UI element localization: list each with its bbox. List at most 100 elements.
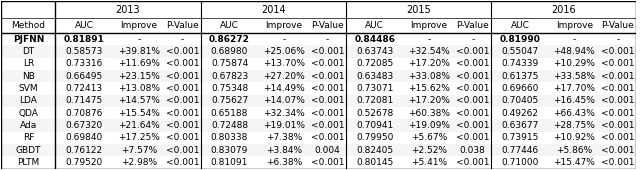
Text: 0.72081: 0.72081 xyxy=(356,96,394,105)
Text: +25.06%: +25.06% xyxy=(263,47,305,56)
Text: <0.001: <0.001 xyxy=(601,47,635,56)
Text: +7.38%: +7.38% xyxy=(266,133,302,142)
Text: +13.08%: +13.08% xyxy=(118,84,160,93)
Text: 0.52678: 0.52678 xyxy=(356,109,394,118)
Bar xyxy=(1,156,636,169)
Text: 0.67823: 0.67823 xyxy=(211,72,248,81)
Text: 0.82405: 0.82405 xyxy=(356,146,394,155)
Text: 0.76122: 0.76122 xyxy=(66,146,103,155)
Text: NB: NB xyxy=(22,72,35,81)
Text: 0.66495: 0.66495 xyxy=(66,72,103,81)
Text: 0.81091: 0.81091 xyxy=(211,158,248,167)
Text: <0.001: <0.001 xyxy=(456,84,490,93)
Text: +10.92%: +10.92% xyxy=(554,133,595,142)
Text: 0.79950: 0.79950 xyxy=(356,133,394,142)
Text: DT: DT xyxy=(22,47,35,56)
Text: +5.67%: +5.67% xyxy=(411,133,447,142)
Bar xyxy=(1,45,636,58)
Text: 0.61375: 0.61375 xyxy=(501,72,539,81)
Text: 0.74339: 0.74339 xyxy=(501,59,538,69)
Text: 0.84486: 0.84486 xyxy=(354,35,396,44)
Text: 0.73071: 0.73071 xyxy=(356,84,394,93)
Text: <0.001: <0.001 xyxy=(311,47,344,56)
Text: +2.98%: +2.98% xyxy=(121,158,157,167)
Text: +19.01%: +19.01% xyxy=(263,121,305,130)
Text: +33.08%: +33.08% xyxy=(408,72,450,81)
Text: 0.83079: 0.83079 xyxy=(211,146,248,155)
Text: SVM: SVM xyxy=(19,84,38,93)
Text: LDA: LDA xyxy=(19,96,37,105)
Text: AUC: AUC xyxy=(75,21,94,30)
Text: <0.001: <0.001 xyxy=(166,84,199,93)
Text: PJFNN: PJFNN xyxy=(13,35,44,44)
Text: P-Value: P-Value xyxy=(456,21,489,30)
Text: <0.001: <0.001 xyxy=(601,59,635,69)
Text: <0.001: <0.001 xyxy=(456,158,490,167)
Text: +60.38%: +60.38% xyxy=(408,109,450,118)
Text: <0.001: <0.001 xyxy=(166,72,199,81)
Text: Improve: Improve xyxy=(556,21,593,30)
Text: +19.09%: +19.09% xyxy=(408,121,450,130)
Text: -: - xyxy=(428,35,431,44)
Text: <0.001: <0.001 xyxy=(456,47,490,56)
Text: <0.001: <0.001 xyxy=(166,96,199,105)
Text: +16.45%: +16.45% xyxy=(554,96,595,105)
Text: <0.001: <0.001 xyxy=(166,133,199,142)
Text: 0.81891: 0.81891 xyxy=(64,35,105,44)
Text: <0.001: <0.001 xyxy=(311,158,344,167)
Text: 0.73915: 0.73915 xyxy=(501,133,539,142)
Text: <0.001: <0.001 xyxy=(601,121,635,130)
Text: <0.001: <0.001 xyxy=(601,146,635,155)
Text: <0.001: <0.001 xyxy=(311,84,344,93)
Text: RF: RF xyxy=(22,133,34,142)
Bar xyxy=(1,95,636,107)
Text: <0.001: <0.001 xyxy=(601,109,635,118)
Text: <0.001: <0.001 xyxy=(456,96,490,105)
Text: 0.004: 0.004 xyxy=(315,146,340,155)
Text: 0.75627: 0.75627 xyxy=(211,96,248,105)
Text: +17.20%: +17.20% xyxy=(408,96,450,105)
Text: -: - xyxy=(573,35,576,44)
Text: <0.001: <0.001 xyxy=(456,109,490,118)
Bar xyxy=(1,33,636,45)
Text: 2013: 2013 xyxy=(116,5,140,15)
Text: +32.54%: +32.54% xyxy=(408,47,450,56)
Text: <0.001: <0.001 xyxy=(601,96,635,105)
Text: AUC: AUC xyxy=(365,21,384,30)
Text: <0.001: <0.001 xyxy=(311,109,344,118)
Text: Method: Method xyxy=(12,21,45,30)
Text: +48.94%: +48.94% xyxy=(554,47,595,56)
Text: 0.70941: 0.70941 xyxy=(356,121,394,130)
Text: +32.34%: +32.34% xyxy=(263,109,305,118)
Text: -: - xyxy=(282,35,285,44)
Text: 0.69660: 0.69660 xyxy=(501,84,539,93)
Text: +17.70%: +17.70% xyxy=(554,84,595,93)
Text: <0.001: <0.001 xyxy=(456,72,490,81)
Text: 0.72488: 0.72488 xyxy=(211,121,248,130)
Text: 0.63677: 0.63677 xyxy=(501,121,539,130)
Bar xyxy=(1,82,636,95)
Text: P-Value: P-Value xyxy=(311,21,344,30)
Text: <0.001: <0.001 xyxy=(166,59,199,69)
Text: +27.20%: +27.20% xyxy=(263,72,305,81)
Text: 0.68980: 0.68980 xyxy=(211,47,248,56)
Text: 0.73316: 0.73316 xyxy=(66,59,103,69)
Text: <0.001: <0.001 xyxy=(311,72,344,81)
Text: <0.001: <0.001 xyxy=(601,72,635,81)
Text: 0.72085: 0.72085 xyxy=(356,59,394,69)
Text: 2014: 2014 xyxy=(260,5,285,15)
Text: 0.75348: 0.75348 xyxy=(211,84,248,93)
Text: 0.72413: 0.72413 xyxy=(66,84,103,93)
Text: <0.001: <0.001 xyxy=(456,59,490,69)
Text: <0.001: <0.001 xyxy=(311,121,344,130)
Text: <0.001: <0.001 xyxy=(166,109,199,118)
Text: <0.001: <0.001 xyxy=(311,59,344,69)
Text: <0.001: <0.001 xyxy=(166,47,199,56)
Bar xyxy=(1,132,636,144)
Bar xyxy=(1,144,636,156)
Text: P-Value: P-Value xyxy=(166,21,199,30)
Text: +10.29%: +10.29% xyxy=(554,59,595,69)
Text: <0.001: <0.001 xyxy=(456,121,490,130)
Text: +17.25%: +17.25% xyxy=(118,133,160,142)
Text: 0.86272: 0.86272 xyxy=(209,35,250,44)
